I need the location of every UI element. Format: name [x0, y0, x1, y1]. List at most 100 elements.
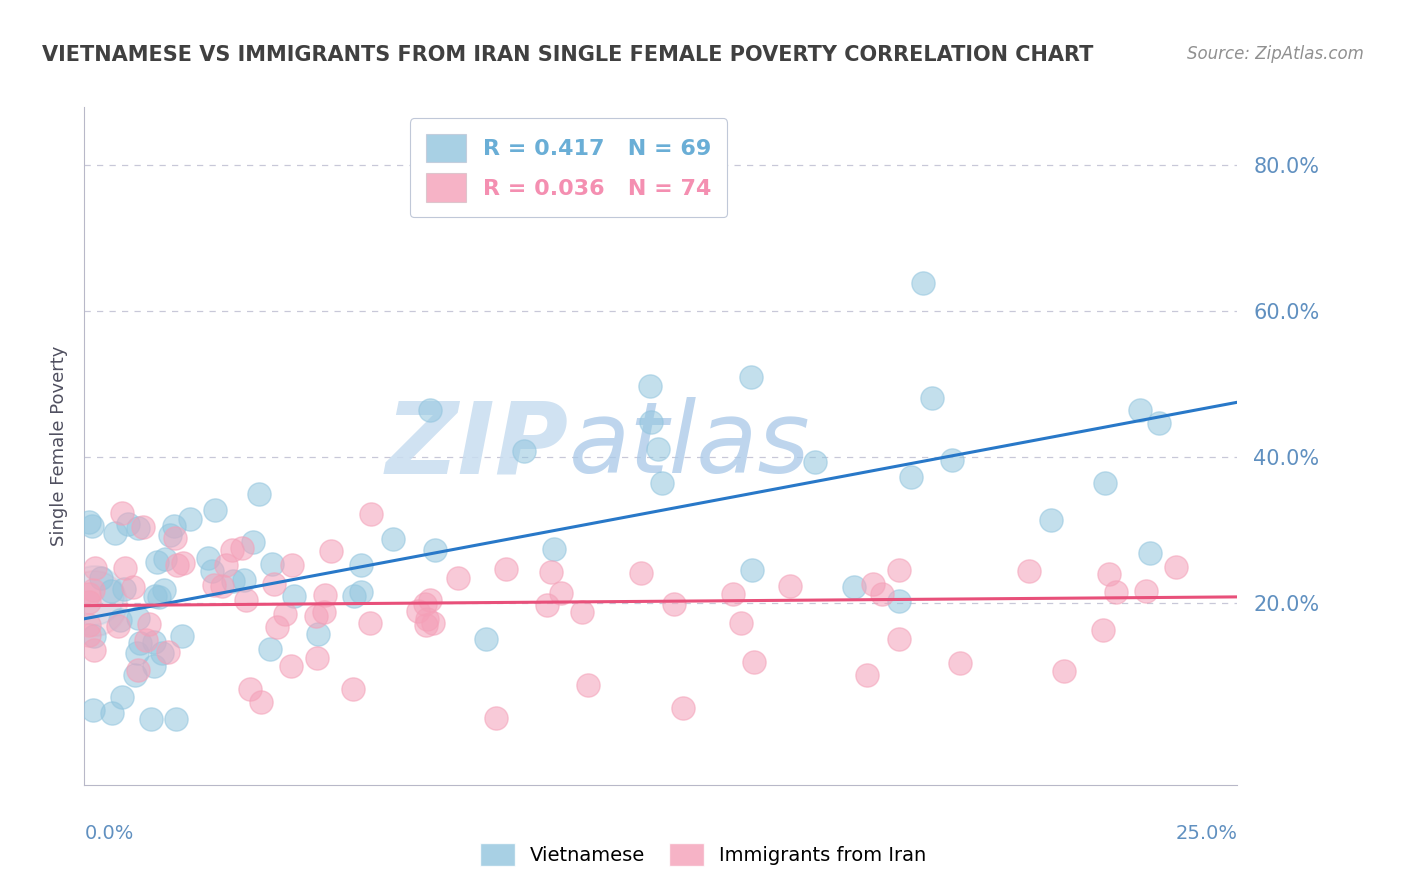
Point [350, 584, 373, 599]
Point [941, 452, 963, 467]
Point [855, 667, 877, 681]
Text: ZIP: ZIP [385, 398, 568, 494]
Point [100, 584, 122, 599]
Point [124, 668, 146, 682]
Point [305, 650, 328, 665]
Point [281, 558, 304, 573]
Point [274, 607, 297, 622]
Point [111, 506, 134, 520]
Point [112, 582, 135, 596]
Point [82, 703, 104, 717]
Point [211, 579, 233, 593]
Point [1092, 623, 1115, 637]
Point [350, 558, 373, 573]
Point [135, 632, 157, 647]
Point [156, 645, 179, 659]
Point [638, 379, 661, 393]
Text: 0.0%: 0.0% [84, 824, 134, 843]
Point [150, 646, 173, 660]
Point [163, 531, 186, 545]
Point [742, 656, 765, 670]
Point [139, 712, 162, 726]
Text: Source: ZipAtlas.com: Source: ZipAtlas.com [1187, 45, 1364, 62]
Y-axis label: Single Female Poverty: Single Female Poverty [49, 346, 67, 546]
Point [179, 512, 201, 526]
Point [221, 543, 243, 558]
Legend: R = 0.417   N = 69, R = 0.036   N = 74: R = 0.417 N = 69, R = 0.036 N = 74 [411, 118, 727, 218]
Point [359, 616, 381, 631]
Point [77, 515, 100, 529]
Point [485, 711, 508, 725]
Point [202, 578, 225, 592]
Point [266, 619, 288, 633]
Point [312, 605, 335, 619]
Point [166, 558, 188, 572]
Point [381, 532, 404, 546]
Point [1129, 403, 1152, 417]
Point [239, 681, 262, 696]
Point [672, 700, 695, 714]
Point [342, 682, 364, 697]
Point [148, 590, 170, 604]
Point [117, 517, 139, 532]
Point [283, 589, 305, 603]
Point [419, 403, 441, 417]
Point [110, 613, 132, 627]
Point [912, 277, 935, 291]
Point [250, 695, 273, 709]
Point [640, 415, 662, 429]
Point [550, 585, 572, 599]
Point [900, 470, 922, 484]
Point [343, 589, 366, 603]
Point [741, 563, 763, 577]
Point [360, 507, 382, 521]
Point [422, 616, 444, 631]
Point [1097, 567, 1119, 582]
Point [889, 563, 911, 577]
Point [221, 574, 243, 588]
Point [1105, 584, 1128, 599]
Point [79, 595, 101, 609]
Point [630, 566, 652, 580]
Point [231, 541, 253, 556]
Point [664, 598, 686, 612]
Point [142, 659, 165, 673]
Point [83, 643, 105, 657]
Point [647, 442, 669, 456]
Point [114, 561, 136, 575]
Point [446, 571, 468, 585]
Point [83, 629, 105, 643]
Point [259, 641, 281, 656]
Point [165, 712, 187, 726]
Point [543, 541, 565, 556]
Point [242, 535, 264, 549]
Point [143, 589, 166, 603]
Point [319, 544, 342, 558]
Point [122, 580, 145, 594]
Legend: Vietnamese, Immigrants from Iran: Vietnamese, Immigrants from Iran [472, 835, 934, 873]
Point [1135, 584, 1157, 599]
Point [921, 391, 943, 405]
Point [172, 629, 194, 643]
Point [1147, 416, 1170, 430]
Point [204, 503, 226, 517]
Point [162, 518, 184, 533]
Point [103, 526, 125, 541]
Point [132, 520, 155, 534]
Point [90, 571, 112, 585]
Point [862, 576, 884, 591]
Point [413, 598, 436, 612]
Point [576, 678, 599, 692]
Point [233, 574, 256, 588]
Point [419, 592, 441, 607]
Point [842, 580, 865, 594]
Point [415, 617, 437, 632]
Text: 25.0%: 25.0% [1175, 824, 1237, 843]
Point [159, 528, 181, 542]
Point [804, 455, 827, 469]
Point [172, 556, 194, 570]
Point [235, 593, 257, 607]
Point [153, 582, 176, 597]
Text: atlas: atlas [568, 398, 810, 494]
Point [513, 444, 536, 458]
